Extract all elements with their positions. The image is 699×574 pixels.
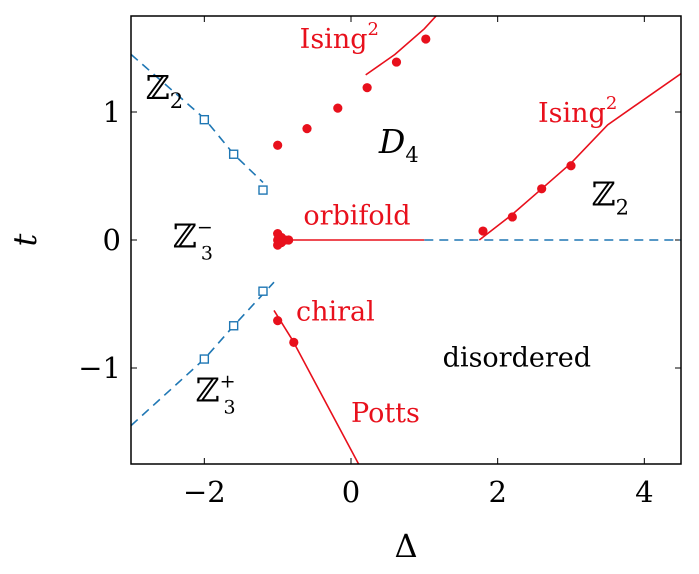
annotation-label: ℤ2 [146, 68, 183, 113]
region-annotations: ℤ2 D4 ℤ2 ℤ− 3 ℤ+ 3 Ising2 Ising2 orbifold chiral di… [146, 19, 629, 429]
plot-frame [130, 15, 682, 465]
annotation-label: Potts [351, 398, 420, 429]
dashed-boundary-line [131, 281, 275, 427]
phase-boundary-line [478, 72, 681, 241]
annotation-label: Ising2 [300, 19, 379, 55]
phase-boundary-line [365, 16, 438, 76]
dashed-boundary-line [131, 53, 264, 183]
annotation-label: disordered [443, 343, 591, 374]
y-tick-label: −1 [78, 351, 121, 385]
data-point [273, 316, 283, 326]
tick-labels: −2 0 2 4 1 0 −1 [78, 95, 653, 509]
data-points [199, 34, 576, 364]
y-tick-label: 0 [103, 223, 121, 257]
data-point [284, 235, 294, 245]
annotation-label: chiral [296, 297, 375, 328]
data-point [566, 161, 576, 171]
data-point [302, 124, 312, 134]
annotation-label: D4 [378, 122, 419, 167]
annotation-label: ℤ2 [592, 174, 629, 219]
annotation-label: ℤ+ 3 [196, 370, 236, 418]
x-tick-label: 2 [488, 475, 506, 509]
data-point [333, 103, 343, 113]
annotation-label: Ising2 [538, 93, 617, 129]
data-point [273, 140, 283, 150]
data-point-square [199, 354, 210, 364]
y-axis-label: t [6, 233, 44, 246]
data-point-square [199, 114, 210, 125]
phase-boundary-line [273, 309, 360, 464]
data-point-square [228, 321, 239, 331]
data-point [421, 34, 431, 44]
data-point [391, 57, 402, 67]
x-tick-label: 0 [342, 475, 360, 509]
data-point [537, 184, 547, 194]
data-point-square [258, 286, 268, 296]
annotation-label: ℤ− 3 [173, 217, 213, 265]
x-tick-label: −2 [183, 475, 226, 509]
data-point [507, 212, 517, 222]
x-tick-label: 4 [635, 475, 653, 509]
annotation-label: orbifold [303, 201, 410, 232]
y-tick-label: 1 [103, 95, 121, 129]
x-axis-label: Δ [394, 527, 417, 565]
data-point-square [228, 149, 239, 159]
data-point [362, 83, 372, 93]
data-point [289, 337, 299, 347]
data-point [478, 226, 488, 236]
data-point-square [258, 185, 268, 195]
